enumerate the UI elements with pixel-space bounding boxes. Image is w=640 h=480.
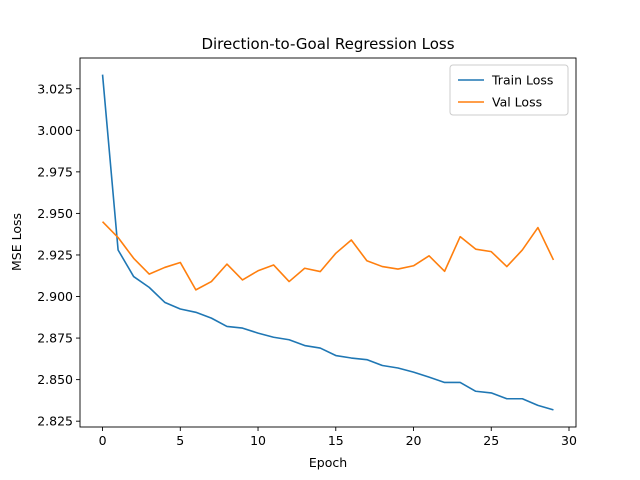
x-tick-label: 5 xyxy=(176,433,184,448)
axes-frame xyxy=(79,57,577,428)
y-tick-label: 2.925 xyxy=(37,247,73,262)
x-tick-label: 25 xyxy=(483,433,499,448)
y-tick-label: 2.900 xyxy=(37,289,73,304)
x-axis-label: Epoch xyxy=(309,455,347,470)
legend-label: Train Loss xyxy=(491,73,553,88)
y-tick-label: 2.950 xyxy=(37,206,73,221)
y-axis-label: MSE Loss xyxy=(9,213,24,271)
x-tick-label: 15 xyxy=(328,433,344,448)
y-tick-label: 2.850 xyxy=(37,372,73,387)
chart-title: Direction-to-Goal Regression Loss xyxy=(201,35,454,53)
x-tick-label: 10 xyxy=(250,433,266,448)
y-tick-label: 3.000 xyxy=(37,123,73,138)
y-tick-label: 3.025 xyxy=(37,81,73,96)
legend: Train Loss Val Loss xyxy=(449,64,569,116)
plot-area xyxy=(79,57,577,428)
series-line-train-loss xyxy=(101,74,554,411)
y-tick-label: 2.975 xyxy=(37,164,73,179)
y-tick-label: 2.875 xyxy=(37,331,73,346)
y-axis: 2.825 2.850 2.875 2.900 2.925 2.950 2.975 3.000… xyxy=(37,81,80,429)
x-tick-label: 20 xyxy=(406,433,422,448)
series-line-val-loss xyxy=(101,221,555,291)
x-axis: 0 5 10 15 20 25 30 xyxy=(99,427,577,448)
legend-label: Val Loss xyxy=(492,95,542,110)
x-tick-label: 30 xyxy=(561,433,577,448)
series-lines xyxy=(101,74,555,411)
y-tick-label: 2.825 xyxy=(37,414,73,429)
x-tick-label: 0 xyxy=(99,433,107,448)
